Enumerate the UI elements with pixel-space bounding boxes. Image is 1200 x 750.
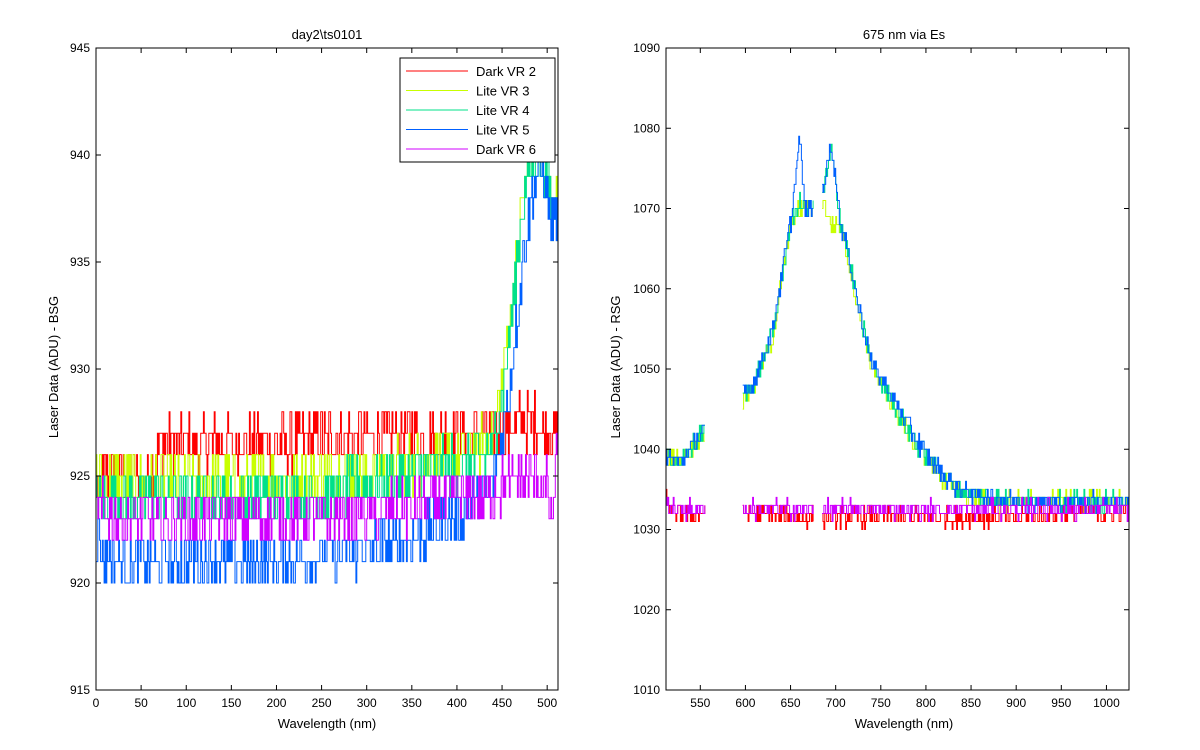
right-plot-frame — [665, 47, 1130, 691]
chart-right: 675 nm via Es Wavelength (nm) Laser Data… — [608, 27, 1130, 731]
legend-label: Dark VR 6 — [476, 142, 536, 157]
left-ytick-label: 930 — [70, 362, 90, 376]
right-series-lite-vr-3 — [666, 200, 1129, 514]
chart-left-ylabel: Laser Data (ADU) - BSG — [46, 296, 61, 438]
right-ytick-label: 1050 — [633, 362, 660, 376]
left-ytick-label: 935 — [70, 255, 90, 269]
legend-label: Lite VR 4 — [476, 103, 529, 118]
chart-right-xlabel: Wavelength (nm) — [855, 716, 954, 731]
right-ytick-label: 1040 — [633, 442, 660, 456]
right-ytick-label: 1070 — [633, 202, 660, 216]
left-xtick-label: 150 — [221, 696, 241, 710]
legend-label: Dark VR 2 — [476, 64, 536, 79]
left-xtick-label: 350 — [402, 696, 422, 710]
left-xtick-label: 450 — [492, 696, 512, 710]
chart-right-title: 675 nm via Es — [863, 27, 946, 42]
right-xtick-label: 750 — [871, 696, 891, 710]
chart-right-ylabel: Laser Data (ADU) - RSG — [608, 295, 623, 438]
right-xtick-label: 950 — [1051, 696, 1071, 710]
chart-left-series-group — [96, 133, 558, 584]
right-xtick-label: 600 — [735, 696, 755, 710]
right-xtick-label: 850 — [961, 696, 981, 710]
right-ytick-label: 1030 — [633, 523, 660, 537]
right-series-lite-vr-5 — [666, 135, 1129, 514]
left-ytick-label: 915 — [70, 683, 90, 697]
left-ytick-label: 940 — [70, 148, 90, 162]
left-xtick-label: 0 — [93, 696, 100, 710]
left-ytick-label: 925 — [70, 469, 90, 483]
right-ytick-label: 1020 — [633, 603, 660, 617]
chart-right-axes: 550 600 650 700 750 800 850 900 950 1000 1010 1020 1… — [633, 41, 1130, 710]
left-xtick-label: 50 — [134, 696, 148, 710]
legend-label: Lite VR 3 — [476, 84, 529, 99]
legend-label: Lite VR 5 — [476, 123, 529, 138]
right-xtick-label: 550 — [690, 696, 710, 710]
left-xtick-label: 300 — [357, 696, 377, 710]
right-xtick-label: 1000 — [1093, 696, 1120, 710]
right-ytick-label: 1090 — [633, 41, 660, 55]
right-ytick-label: 1080 — [633, 121, 660, 135]
left-ytick-label: 945 — [70, 41, 90, 55]
right-series-dark-vr-6 — [666, 496, 1129, 522]
right-xtick-label: 800 — [916, 696, 936, 710]
right-xtick-label: 900 — [1006, 696, 1026, 710]
left-series-dark-vr-6 — [96, 432, 558, 541]
right-series-lite-vr-4 — [666, 143, 1129, 514]
right-ytick-label: 1010 — [633, 683, 660, 697]
right-xtick-label: 650 — [781, 696, 801, 710]
left-xtick-label: 250 — [312, 696, 332, 710]
chart-left: day2\ts0101 Wavelength (nm) Laser Data (… — [46, 27, 559, 731]
left-xtick-label: 200 — [266, 696, 286, 710]
chart-left-title: day2\ts0101 — [292, 27, 363, 42]
right-xtick-label: 700 — [826, 696, 846, 710]
chart-left-xlabel: Wavelength (nm) — [278, 716, 377, 731]
chart-left-axes: 0 50 100 150 200 250 300 350 400 450 500 915 920 925 9… — [70, 41, 559, 710]
left-ytick-label: 920 — [70, 576, 90, 590]
chart-left-legend: Dark VR 2 Lite VR 3 Lite VR 4 Lite VR 5 Dark… — [399, 57, 556, 163]
left-xtick-label: 400 — [447, 696, 467, 710]
left-xtick-label: 500 — [537, 696, 557, 710]
left-xtick-label: 100 — [176, 696, 196, 710]
right-ytick-label: 1060 — [633, 282, 660, 296]
chart-right-series-group — [666, 135, 1129, 530]
